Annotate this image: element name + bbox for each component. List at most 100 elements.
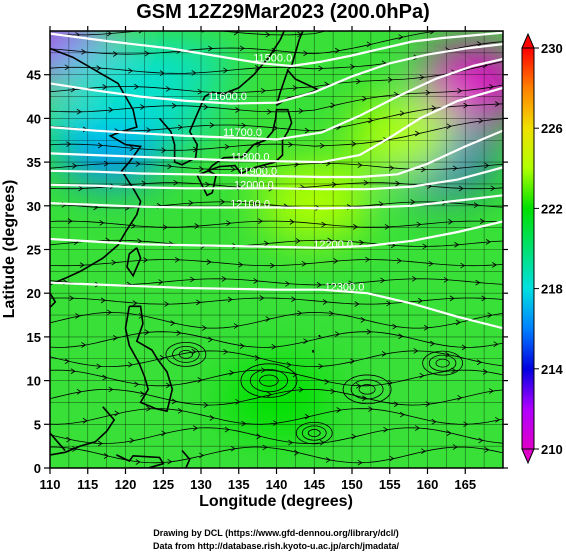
x-tick-label: 135 (228, 477, 250, 492)
streamline-arrow (106, 31, 112, 37)
streamline-arrow (289, 219, 295, 225)
streamline-arrow (362, 95, 368, 102)
streamline-arrow (209, 415, 215, 421)
y-tick-label: 0 (34, 461, 41, 476)
colorbar-tick-label: 214 (541, 362, 563, 377)
streamline-arrow (421, 166, 426, 173)
streamline-arrow (267, 391, 272, 398)
streamline-arrow (488, 8, 492, 13)
streamline-arrow (431, 418, 437, 425)
streamline-arrow (146, 405, 152, 412)
streamline-arrow (421, 448, 426, 455)
contour-line (50, 194, 503, 210)
y-tick-label: 20 (27, 286, 41, 301)
streamline-arrow (365, 256, 371, 263)
streamline-arrow (414, 425, 420, 431)
streamline-arrow (239, 343, 245, 349)
streamline-arrow (143, 257, 149, 263)
streamline-arrow (162, 224, 168, 231)
streamline-arrow (410, 199, 416, 205)
streamline-arrow (321, 221, 327, 228)
streamline-arrow (271, 47, 277, 54)
streamline-arrow (260, 87, 266, 94)
eddy (435, 358, 450, 368)
eddy (350, 379, 384, 400)
streamline (50, 350, 503, 368)
colorbar-tick-label: 226 (541, 121, 563, 136)
streamline-arrow (285, 280, 291, 287)
streamline-arrow (270, 262, 275, 269)
streamline-arrow (383, 426, 389, 433)
streamline-arrow (241, 420, 247, 427)
eddy (358, 384, 376, 395)
contour-label: 11700.0 (223, 127, 262, 139)
streamline-arrow (164, 301, 170, 307)
streamline-arrow (229, 369, 235, 376)
streamline-arrow (411, 275, 417, 282)
streamline-arrow (457, 394, 463, 401)
colorbar-min-arrow (521, 448, 535, 465)
streamline-arrow (378, 201, 384, 207)
x-tick-label: 140 (266, 477, 288, 492)
coastline-segment (50, 406, 116, 456)
streamline-arrow (491, 262, 497, 268)
streamline-arrow (112, 51, 118, 57)
streamline-arrow (291, 296, 297, 303)
streamline (50, 201, 503, 209)
streamline (50, 427, 503, 444)
streamline-arrow (298, 108, 304, 114)
coastline-segment (116, 454, 165, 468)
streamline-arrow (165, 86, 171, 92)
streamline-arrow (359, 239, 365, 246)
streamline-arrow (170, 320, 176, 326)
eddy (428, 354, 457, 372)
streamline-arrow (366, 328, 372, 335)
coastline-segment (50, 47, 143, 286)
streamline-arrow (229, 89, 235, 96)
streamline-arrow (333, 258, 339, 264)
coastline-segment (124, 305, 174, 413)
streamline-arrow (273, 420, 279, 426)
streamline-arrow (97, 142, 103, 149)
eddy (422, 350, 464, 376)
streamline-arrow (140, 104, 146, 110)
coastline-segment (290, 31, 304, 67)
streamline-arrow (488, 83, 494, 90)
eddy (342, 374, 392, 405)
streamline-arrow (452, 165, 458, 172)
contour-label: 12000.0 (234, 179, 274, 191)
x-tick-label: 125 (152, 477, 174, 492)
x-axis-label: Longitude (degrees) (199, 493, 353, 510)
streamline-arrow (479, 218, 485, 225)
contour-label: 11500.0 (253, 53, 292, 65)
streamline-arrow (161, 147, 167, 154)
streamline-arrow (267, 108, 272, 115)
streamline-arrow (226, 220, 232, 226)
coastline-segment (318, 334, 321, 338)
coastline-segment (181, 449, 191, 468)
streamline-arrow (137, 238, 143, 245)
streamline-arrow (140, 391, 146, 397)
streamline-arrow (422, 243, 428, 250)
y-tick-label: 40 (27, 111, 41, 126)
y-tick-label: 15 (27, 330, 41, 345)
streamline-arrow (177, 408, 183, 414)
streamline-arrow (208, 45, 214, 52)
colorbar-tick-label: 218 (541, 282, 563, 297)
colorbar: 210 214 218 222 226 230 (521, 32, 563, 465)
streamline-arrow (134, 83, 140, 90)
streamline-arrow (128, 68, 134, 74)
streamline-arrow (301, 260, 307, 267)
streamline-arrow (223, 348, 229, 355)
streamline-arrow (482, 369, 488, 375)
streamline-arrow (159, 355, 165, 361)
streamline-arrow (488, 388, 494, 394)
streamline-arrow (196, 299, 201, 306)
streamline-arrow (188, 200, 194, 206)
streamline-arrow (76, 108, 82, 115)
streamline (50, 446, 503, 464)
streamline-arrow (129, 145, 135, 152)
streamline-arrow (319, 142, 325, 149)
streamline-arrow (457, 87, 463, 94)
streamline-arrow (99, 220, 105, 226)
